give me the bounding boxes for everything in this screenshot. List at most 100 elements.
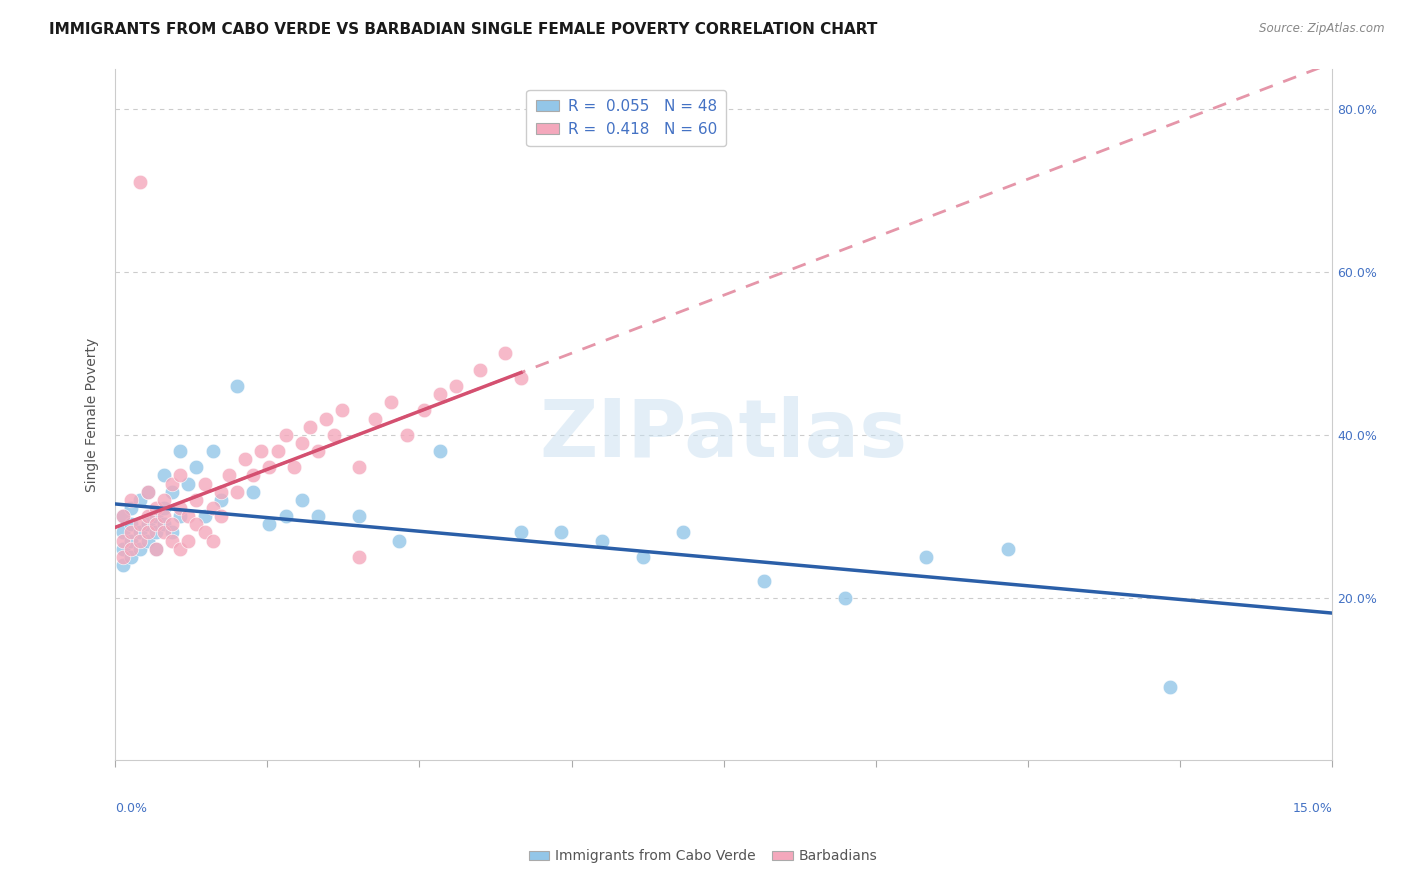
Point — [160, 484, 183, 499]
Point — [242, 468, 264, 483]
Point — [915, 549, 938, 564]
Point — [136, 484, 159, 499]
Point — [201, 533, 224, 548]
Point — [121, 541, 143, 556]
Point — [193, 476, 215, 491]
Point — [364, 411, 387, 425]
Point — [233, 452, 256, 467]
Point — [153, 517, 176, 532]
Point — [347, 460, 370, 475]
Point — [509, 371, 531, 385]
Point — [136, 533, 159, 548]
Point — [169, 468, 191, 483]
Point — [177, 533, 200, 548]
Point — [470, 362, 492, 376]
Point — [136, 517, 159, 532]
Point — [128, 525, 150, 540]
Point — [412, 403, 434, 417]
Point — [145, 501, 167, 516]
Point — [121, 492, 143, 507]
Point — [112, 509, 135, 524]
Point — [136, 525, 159, 540]
Point — [153, 525, 176, 540]
Text: IMMIGRANTS FROM CABO VERDE VS BARBADIAN SINGLE FEMALE POVERTY CORRELATION CHART: IMMIGRANTS FROM CABO VERDE VS BARBADIAN … — [49, 22, 877, 37]
Text: ZIPatlas: ZIPatlas — [540, 396, 908, 475]
Point — [186, 492, 208, 507]
Text: 15.0%: 15.0% — [1292, 802, 1331, 815]
Point — [429, 387, 451, 401]
Point — [509, 525, 531, 540]
Point — [380, 395, 402, 409]
Point — [672, 525, 695, 540]
Point — [209, 509, 232, 524]
Point — [128, 492, 150, 507]
Point — [112, 558, 135, 572]
Point — [834, 591, 856, 605]
Point — [136, 509, 159, 524]
Point — [169, 444, 191, 458]
Point — [315, 411, 337, 425]
Point — [591, 533, 613, 548]
Point — [145, 517, 167, 532]
Point — [186, 460, 208, 475]
Point — [298, 419, 321, 434]
Point — [1159, 680, 1181, 694]
Point — [323, 427, 346, 442]
Point — [201, 444, 224, 458]
Point — [145, 541, 167, 556]
Point — [332, 403, 354, 417]
Point — [112, 509, 135, 524]
Point — [226, 379, 249, 393]
Point — [209, 492, 232, 507]
Point — [347, 549, 370, 564]
Point — [177, 476, 200, 491]
Point — [291, 492, 314, 507]
Point — [153, 468, 176, 483]
Point — [112, 541, 135, 556]
Point — [997, 541, 1019, 556]
Point — [160, 525, 183, 540]
Y-axis label: Single Female Poverty: Single Female Poverty — [86, 337, 100, 491]
Point — [128, 541, 150, 556]
Point — [250, 444, 273, 458]
Point — [259, 460, 281, 475]
Point — [177, 509, 200, 524]
Point — [128, 533, 150, 548]
Point — [160, 476, 183, 491]
Point — [160, 517, 183, 532]
Point — [444, 379, 467, 393]
Point — [160, 533, 183, 548]
Legend: R =  0.055   N = 48, R =  0.418   N = 60: R = 0.055 N = 48, R = 0.418 N = 60 — [526, 90, 725, 146]
Point — [429, 444, 451, 458]
Point — [226, 484, 249, 499]
Point — [274, 427, 297, 442]
Point — [193, 509, 215, 524]
Point — [153, 492, 176, 507]
Point — [145, 509, 167, 524]
Point — [128, 176, 150, 190]
Text: 0.0%: 0.0% — [115, 802, 148, 815]
Point — [283, 460, 305, 475]
Point — [145, 525, 167, 540]
Point — [291, 436, 314, 450]
Point — [218, 468, 240, 483]
Point — [112, 533, 135, 548]
Point — [307, 444, 329, 458]
Point — [128, 517, 150, 532]
Point — [169, 501, 191, 516]
Point — [307, 509, 329, 524]
Point — [266, 444, 288, 458]
Point — [169, 541, 191, 556]
Point — [388, 533, 411, 548]
Point — [347, 509, 370, 524]
Point — [112, 549, 135, 564]
Point — [396, 427, 419, 442]
Point — [153, 501, 176, 516]
Point — [136, 484, 159, 499]
Point — [145, 541, 167, 556]
Point — [186, 517, 208, 532]
Text: Source: ZipAtlas.com: Source: ZipAtlas.com — [1260, 22, 1385, 36]
Point — [242, 484, 264, 499]
Point — [121, 517, 143, 532]
Point — [631, 549, 654, 564]
